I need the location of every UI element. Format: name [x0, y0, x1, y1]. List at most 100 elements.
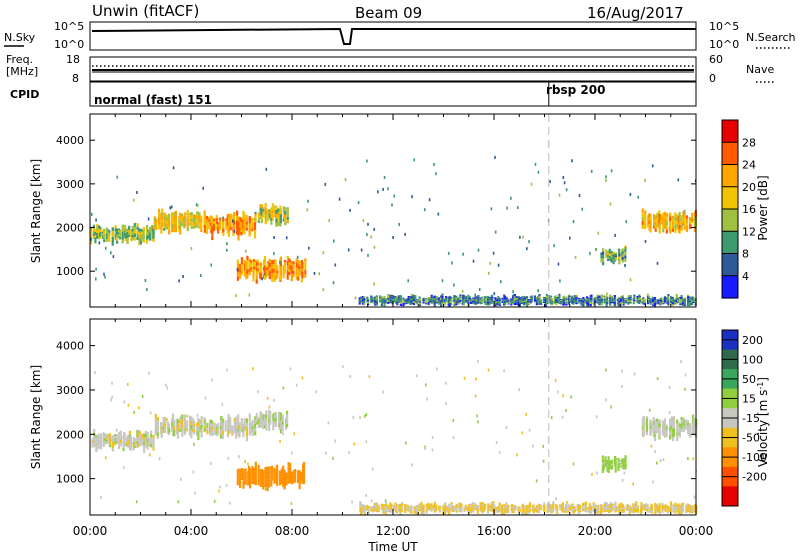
data-cell: [215, 220, 218, 224]
data-cell: [660, 214, 663, 217]
data-cell: [96, 443, 99, 447]
data-cell: [439, 507, 442, 509]
data-cell: [425, 298, 428, 300]
data-cell: [674, 224, 677, 229]
data-cell: [273, 467, 276, 471]
data-cell: [670, 505, 673, 508]
data-cell: [225, 220, 228, 223]
data-cell: [239, 266, 242, 270]
data-cell: [621, 251, 624, 254]
data-cell: [440, 299, 443, 303]
data-cell: [290, 265, 293, 270]
data-cell: [689, 426, 692, 429]
colorbar-label: 200: [742, 334, 763, 347]
data-cell: [90, 226, 93, 231]
data-cell: [363, 505, 366, 508]
data-cell: [181, 213, 184, 217]
data-cell: [168, 230, 171, 235]
data-cell: [380, 506, 383, 508]
data-cell: [222, 217, 225, 222]
data-cell: [669, 422, 672, 427]
data-cell: [495, 506, 498, 508]
data-cell: [568, 299, 571, 302]
data-cell: [670, 503, 673, 506]
data-cell: [282, 465, 285, 470]
data-cell: [123, 431, 126, 435]
data-cell: [617, 458, 620, 461]
data-cell: [128, 234, 131, 237]
data-cell: [183, 430, 186, 435]
data-cell: [505, 300, 508, 302]
data-cell: [619, 302, 622, 305]
data-cell: [587, 299, 590, 301]
data-cell: [622, 511, 625, 513]
data-cell: [405, 441, 407, 445]
data-cell: [674, 220, 677, 225]
data-cell: [415, 506, 418, 509]
data-cell: [586, 296, 589, 299]
data-cell: [257, 390, 259, 394]
data-cell: [661, 502, 664, 505]
data-cell: [556, 507, 559, 509]
data-cell: [616, 510, 619, 512]
data-cell: [130, 229, 133, 232]
data-cell: [513, 296, 516, 299]
data-cell: [444, 511, 447, 514]
data-cell: [296, 480, 300, 483]
data-cell: [361, 303, 365, 305]
data-cell: [571, 505, 574, 507]
data-cell: [288, 268, 291, 272]
data-cell: [163, 212, 166, 216]
data-cell: [507, 302, 510, 304]
data-cell: [606, 258, 609, 261]
data-cell: [670, 298, 673, 301]
data-cell: [466, 507, 469, 509]
data-cell: [243, 418, 246, 421]
data-cell: [286, 420, 289, 424]
data-cell: [686, 505, 689, 507]
data-cell: [654, 509, 657, 512]
data-cell: [383, 304, 386, 307]
data-cell: [649, 228, 652, 233]
data-cell: [236, 478, 239, 482]
data-cell: [616, 507, 619, 509]
data-cell: [152, 435, 155, 439]
data-cell: [590, 300, 593, 303]
data-cell: [105, 238, 108, 242]
data-cell: [94, 240, 97, 244]
data-cell: [575, 298, 578, 301]
data-cell: [651, 509, 654, 512]
data-cell: [358, 301, 361, 304]
data-cell: [286, 260, 289, 266]
data-cell: [470, 300, 473, 302]
data-cell: [173, 429, 176, 433]
data-cell: [365, 413, 368, 417]
data-cell: [215, 431, 218, 434]
data-cell: [652, 417, 655, 421]
data-cell: [384, 302, 387, 304]
data-cell: [237, 418, 240, 423]
data-cell: [108, 235, 111, 238]
data-cell: [259, 210, 262, 214]
data-cell: [371, 511, 374, 513]
data-cell: [691, 511, 694, 513]
data-cell: [268, 271, 271, 276]
data-cell: [221, 434, 224, 439]
velocity-range-axis-title: Slant Range [km]: [29, 365, 43, 469]
data-cell: [644, 503, 647, 505]
data-cell: [362, 511, 365, 514]
data-cell: [505, 426, 508, 430]
data-cell: [644, 239, 647, 243]
data-cell: [196, 221, 199, 224]
data-cell: [124, 433, 126, 436]
range-tick-label: 1000: [56, 265, 84, 278]
data-cell: [665, 229, 668, 234]
data-cell: [465, 299, 468, 302]
data-cell: [186, 414, 188, 418]
data-cell: [649, 217, 652, 222]
data-cell: [246, 269, 249, 274]
data-cell: [526, 508, 529, 511]
data-cell: [438, 301, 441, 304]
data-cell: [680, 295, 683, 297]
data-cell: [401, 505, 404, 508]
